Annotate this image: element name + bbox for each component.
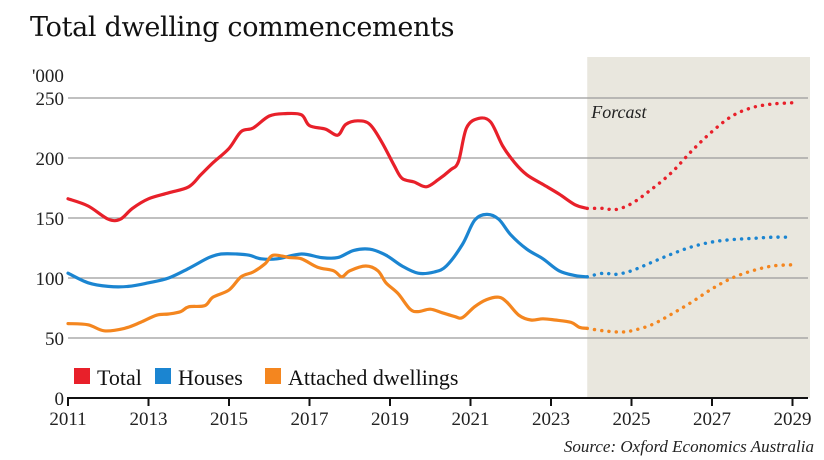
legend-item-total: Total [74, 365, 142, 390]
x-tick-label: 2027 [693, 409, 731, 430]
series-line-houses-forecast [585, 235, 795, 279]
forecast-label: Forcast [590, 102, 647, 122]
legend-swatch [155, 368, 171, 384]
chart-title: Total dwelling commencements [30, 12, 455, 43]
y-tick-label: 250 [36, 89, 65, 110]
source-note: Source: Oxford Economics Australia [564, 437, 814, 456]
legend-item-attached-dwellings: Attached dwellings [265, 365, 458, 390]
y-tick-label: 200 [36, 149, 65, 170]
legend-item-houses: Houses [155, 365, 243, 390]
y-tick-label: 100 [36, 269, 65, 290]
x-tick-label: 2019 [371, 409, 409, 430]
legend: Total Houses Attached dwellings [74, 365, 458, 390]
x-tick-label: 2013 [130, 409, 168, 430]
y-axis-unit-label: '000 [32, 66, 64, 87]
x-tick-label: 2017 [291, 409, 329, 430]
x-ticks: 2011 2013 2015 2017 2019 2021 2023 2025 2027 2029 [49, 398, 812, 430]
series-lines [66, 101, 795, 334]
x-tick-label: 2021 [452, 409, 490, 430]
forecast-region [587, 57, 810, 398]
series-line-attached-dwellings-forecast [585, 263, 795, 334]
series-line-total-forecast [585, 101, 795, 212]
series-line-attached-dwellings-actual [66, 253, 589, 333]
x-tick-label: 2011 [49, 409, 86, 430]
y-tick-label: 150 [36, 209, 65, 230]
y-tick-label: 0 [55, 389, 65, 410]
y-tick-label: 50 [45, 329, 64, 350]
legend-swatch [265, 368, 281, 384]
series-line-total-actual [66, 111, 589, 223]
x-tick-label: 2029 [774, 409, 812, 430]
x-tick-label: 2025 [613, 409, 651, 430]
legend-label: Houses [178, 365, 243, 390]
x-tick-label: 2023 [532, 409, 570, 430]
legend-label: Total [97, 365, 142, 390]
y-ticks: 0 50 100 150 200 250 [36, 89, 65, 410]
legend-label: Attached dwellings [288, 365, 458, 390]
series-line-houses-actual [66, 212, 589, 289]
x-tick-label: 2015 [210, 409, 248, 430]
legend-swatch [74, 368, 90, 384]
